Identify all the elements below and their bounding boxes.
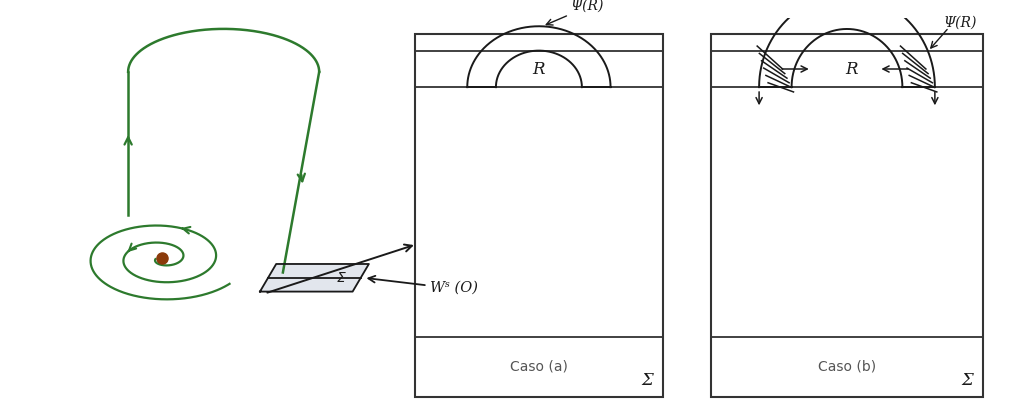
Bar [414,34,663,397]
Text: Wˢ (O): Wˢ (O) [431,280,478,294]
Bar [710,34,984,397]
Polygon shape [260,264,369,291]
Text: Σ: Σ [337,271,345,285]
Text: Caso (a): Caso (a) [510,359,568,373]
Text: Σ: Σ [641,372,654,389]
Text: Ψ(R): Ψ(R) [571,0,604,13]
Text: Caso (b): Caso (b) [818,359,876,373]
Text: Ψ(R): Ψ(R) [944,16,977,30]
Text: R: R [533,60,545,78]
Text: Σ: Σ [962,372,973,389]
Text: R: R [845,60,858,78]
